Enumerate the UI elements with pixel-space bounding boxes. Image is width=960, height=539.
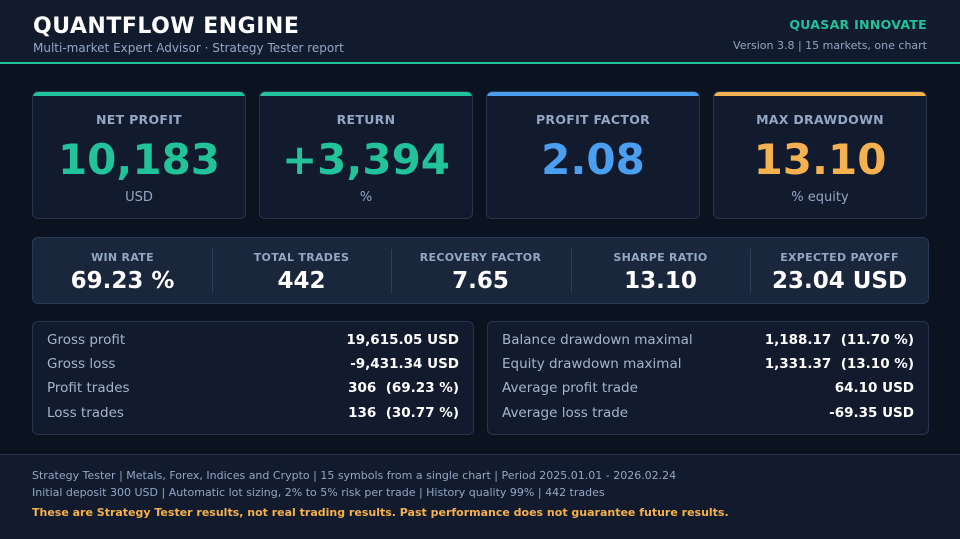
stat-value: 23.04 USD [771, 268, 908, 294]
stat-divider [750, 249, 751, 293]
detail-value: 1,331.37 (13.10 %) [764, 356, 914, 372]
stat-recovery-factor: RECOVERY FACTOR 7.65 [391, 238, 570, 305]
detail-row: Loss trades 136 (30.77 %) [47, 405, 459, 425]
stat-label: WIN RATE [91, 251, 154, 264]
kpi-label: PROFIT FACTOR [535, 112, 651, 127]
detail-row: Equity drawdown maximal 1,331.37 (13.10 … [502, 356, 914, 376]
stat-value: 7.65 [452, 268, 509, 294]
stat-value: 13.10 [624, 268, 697, 294]
kpi-accent-bar [714, 92, 926, 96]
stat-label: EXPECTED PAYOFF [780, 251, 899, 264]
detail-value: 306 (69.23 %) [348, 380, 459, 396]
detail-value: 1,188.17 (11.70 %) [764, 332, 914, 348]
trade-details-panel: Gross profit 19,615.05 USD Gross loss -9… [32, 321, 474, 435]
kpi-value: +3,394 [281, 135, 451, 184]
kpi-label: MAX DRAWDOWN [756, 112, 884, 127]
stat-divider [571, 249, 572, 293]
disclaimer-warning: These are Strategy Tester results, not r… [32, 506, 729, 519]
report-footer: Strategy Tester | Metals, Forex, Indices… [0, 454, 960, 539]
report-header: QUANTFLOW ENGINE Multi-market Expert Adv… [0, 0, 960, 64]
kpi-unit: % [359, 190, 373, 205]
detail-label: Loss trades [47, 405, 124, 421]
kpi-label: RETURN [336, 112, 396, 127]
stat-total-trades: TOTAL TRADES 442 [212, 238, 391, 305]
kpi-accent-bar [260, 92, 472, 96]
stat-label: RECOVERY FACTOR [419, 251, 542, 264]
detail-value: 19,615.05 USD [346, 332, 459, 348]
detail-row: Balance drawdown maximal 1,188.17 (11.70… [502, 332, 914, 352]
detail-row: Gross loss -9,431.34 USD [47, 356, 459, 376]
kpi-unit: % equity [791, 190, 849, 205]
version-line: Version 3.8 | 15 markets, one chart [733, 39, 927, 52]
detail-label: Average profit trade [502, 380, 638, 396]
detail-value: 136 (30.77 %) [348, 405, 459, 421]
kpi-value: 10,183 [57, 135, 221, 184]
app-title: QUANTFLOW ENGINE [33, 14, 300, 39]
detail-row: Gross profit 19,615.05 USD [47, 332, 459, 352]
detail-row: Profit trades 306 (69.23 %) [47, 380, 459, 400]
kpi-accent-bar [33, 92, 245, 96]
detail-label: Gross profit [47, 332, 126, 348]
detail-label: Balance drawdown maximal [502, 332, 693, 348]
stat-sharpe-ratio: SHARPE RATIO 13.10 [571, 238, 750, 305]
stats-strip: WIN RATE 69.23 % TOTAL TRADES 442 RECOVE… [32, 237, 929, 304]
detail-row: Average loss trade -69.35 USD [502, 405, 914, 425]
kpi-card-net-profit: NET PROFIT 10,183 USD [32, 91, 246, 219]
detail-label: Average loss trade [502, 405, 629, 421]
kpi-unit: USD [125, 190, 153, 205]
detail-value: -9,431.34 USD [350, 356, 459, 372]
kpi-label: NET PROFIT [95, 112, 182, 127]
stat-label: SHARPE RATIO [613, 251, 708, 264]
detail-row: Average profit trade 64.10 USD [502, 380, 914, 400]
footer-deposit-info: Initial deposit 300 USD | Automatic lot … [32, 486, 605, 499]
stat-divider [212, 249, 213, 293]
kpi-card-return: RETURN +3,394 % [259, 91, 473, 219]
brand-name: QUASAR INNOVATE [789, 17, 927, 32]
detail-label: Gross loss [47, 356, 116, 372]
footer-test-info: Strategy Tester | Metals, Forex, Indices… [32, 469, 677, 482]
stat-win-rate: WIN RATE 69.23 % [33, 238, 212, 305]
detail-value: -69.35 USD [829, 405, 914, 421]
stat-label: TOTAL TRADES [253, 251, 350, 264]
detail-label: Profit trades [47, 380, 130, 396]
detail-value: 64.10 USD [834, 380, 914, 396]
stat-divider [391, 249, 392, 293]
stat-value: 442 [277, 268, 326, 294]
app-subtitle: Multi-market Expert Advisor · Strategy T… [33, 41, 344, 55]
kpi-card-max-drawdown: MAX DRAWDOWN 13.10 % equity [713, 91, 927, 219]
stat-value: 69.23 % [70, 268, 175, 294]
kpi-value: 2.08 [541, 135, 645, 184]
kpi-card-profit-factor: PROFIT FACTOR 2.08 [486, 91, 700, 219]
drawdown-details-panel: Balance drawdown maximal 1,188.17 (11.70… [487, 321, 929, 435]
detail-label: Equity drawdown maximal [502, 356, 682, 372]
kpi-accent-bar [487, 92, 699, 96]
kpi-value: 13.10 [753, 135, 887, 184]
stat-expected-payoff: EXPECTED PAYOFF 23.04 USD [750, 238, 929, 305]
